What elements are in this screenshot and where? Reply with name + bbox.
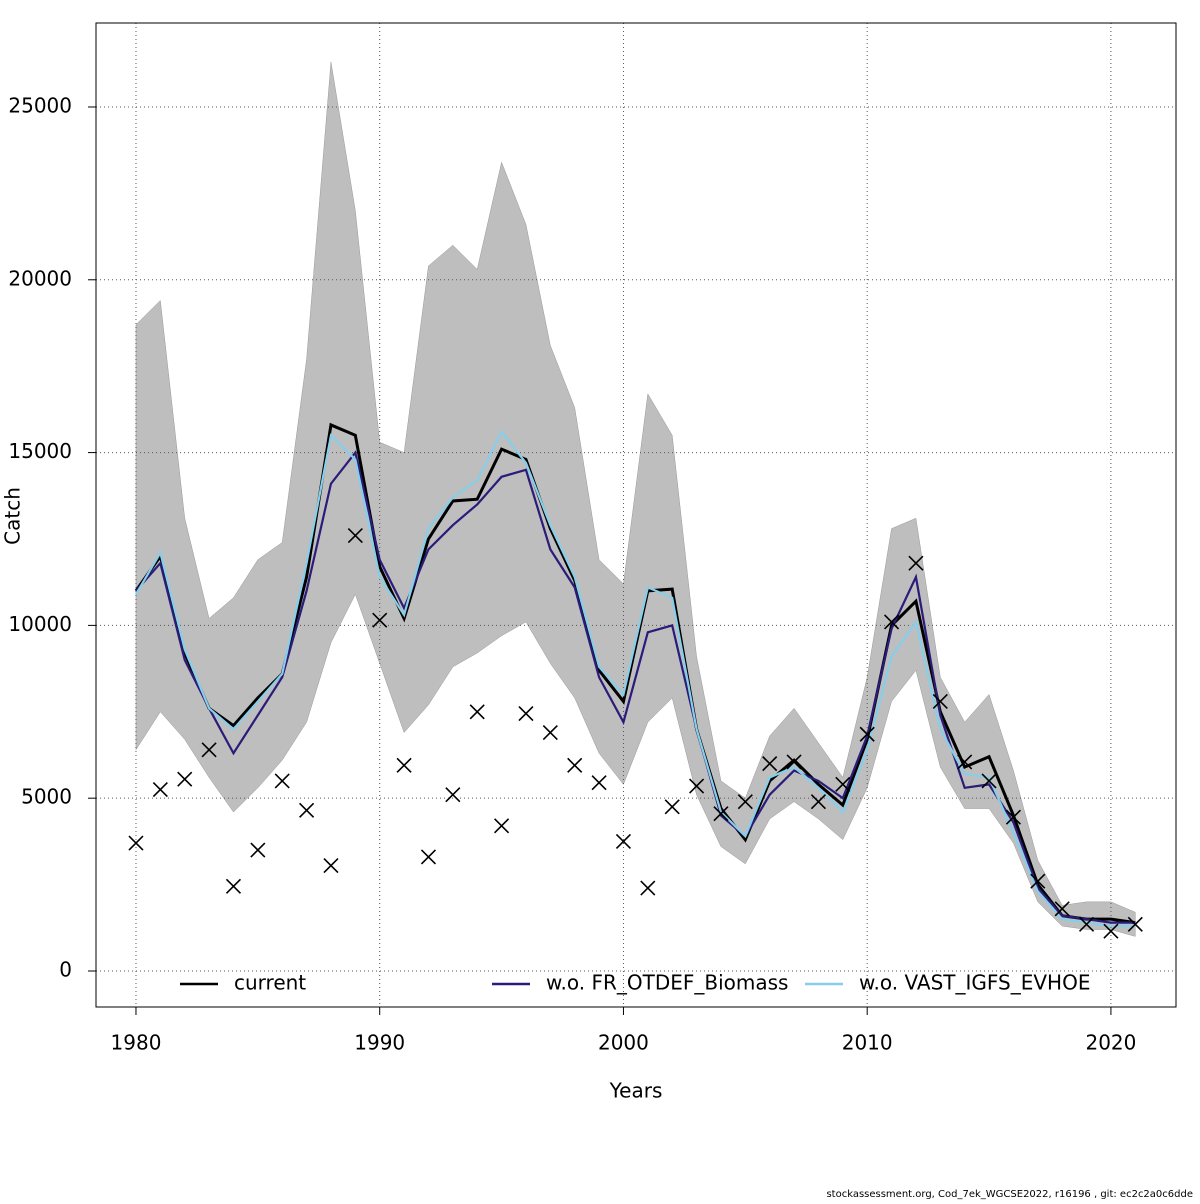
y-tick-label: 25000 xyxy=(8,93,72,117)
observed-point xyxy=(1030,873,1046,889)
observed-point xyxy=(689,778,705,794)
y-tick-label: 10000 xyxy=(8,612,72,636)
observed-point xyxy=(835,776,851,792)
y-tick-label: 20000 xyxy=(8,266,72,290)
plot-frame xyxy=(95,22,1177,1008)
observed-point xyxy=(591,775,607,791)
observed-point xyxy=(908,555,924,571)
x-tick-label: 2020 xyxy=(1085,1031,1136,1055)
observed-point xyxy=(640,880,656,896)
observed-point xyxy=(713,806,729,822)
observed-point xyxy=(420,849,437,865)
observed-point xyxy=(542,724,558,741)
observed-point xyxy=(274,773,290,789)
observed-point xyxy=(981,773,997,789)
observed-point xyxy=(250,842,266,858)
y-tick-label: 0 xyxy=(59,957,72,981)
observed-point xyxy=(1005,809,1021,825)
legend-label: current xyxy=(234,971,306,995)
footer: stockassessment.org, Cod_7ek_WGCSE2022, … xyxy=(826,1189,1193,1200)
observed-point xyxy=(615,833,632,849)
observed-point xyxy=(1127,916,1143,932)
observed-point xyxy=(810,794,827,810)
observed-point xyxy=(737,794,753,810)
y-tick-label: 5000 xyxy=(21,785,72,809)
observed-point xyxy=(177,771,193,787)
observed-point xyxy=(323,858,339,874)
y-tick-label: 15000 xyxy=(8,439,72,463)
observed-point xyxy=(762,756,778,772)
observed-point xyxy=(396,757,412,773)
observed-point xyxy=(567,757,583,773)
legend-label: w.o. VAST_IGFS_EVHOE xyxy=(859,971,1090,995)
observed-point xyxy=(225,878,242,894)
legend-label: w.o. FR_OTDEF_Biomass xyxy=(546,971,788,995)
x-tick-label: 2010 xyxy=(842,1031,893,1055)
series-line xyxy=(135,450,1136,924)
observed-point xyxy=(859,726,875,742)
observed-point xyxy=(786,754,802,770)
confidence-band xyxy=(135,62,1136,937)
observed-point xyxy=(883,614,900,630)
observed-point xyxy=(372,612,388,628)
observed-point xyxy=(445,787,461,803)
observed-point xyxy=(494,818,510,834)
observed-point xyxy=(518,705,534,722)
observed-point xyxy=(152,781,168,798)
observed-point xyxy=(1078,916,1095,932)
observed-point xyxy=(347,527,363,544)
observed-point xyxy=(664,799,680,815)
observed-point xyxy=(957,754,973,770)
observed-point xyxy=(932,693,948,709)
observed-point xyxy=(469,704,485,720)
observed-point xyxy=(299,802,315,818)
observed-point xyxy=(1054,901,1070,917)
y-axis-label: Catch xyxy=(1,487,25,545)
x-tick-label: 1990 xyxy=(354,1031,405,1055)
observed-point xyxy=(128,835,144,851)
x-tick-label: 1980 xyxy=(111,1031,162,1055)
observed-point xyxy=(1103,923,1119,939)
x-axis-label: Years xyxy=(609,1079,663,1103)
observed-point xyxy=(201,742,217,758)
x-tick-label: 2000 xyxy=(598,1031,649,1055)
series-line xyxy=(135,429,1136,928)
